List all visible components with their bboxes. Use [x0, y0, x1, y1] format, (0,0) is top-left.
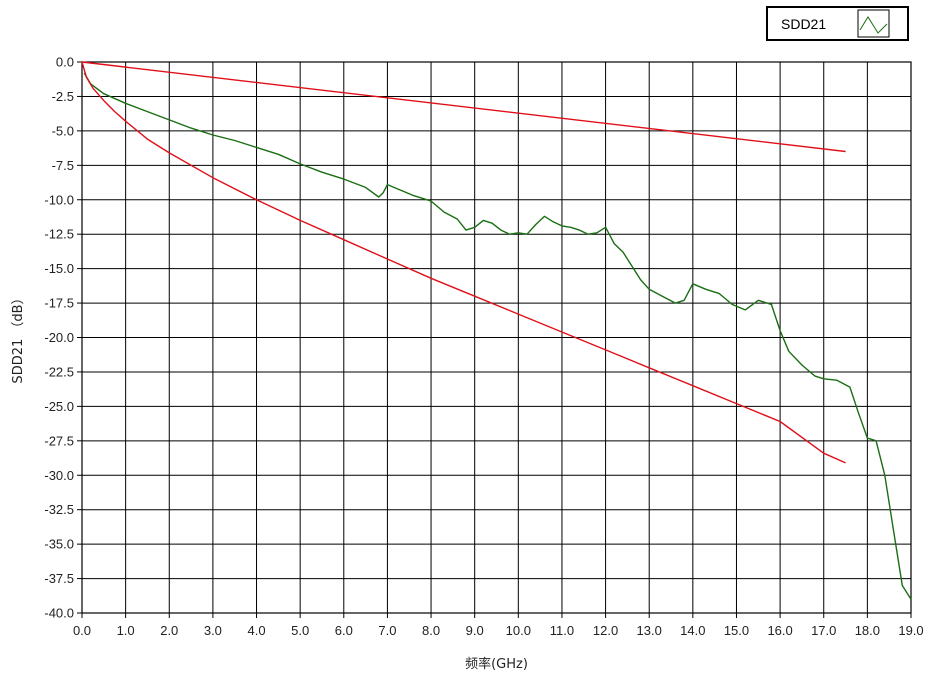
x-tick-label: 16.0	[767, 623, 792, 638]
x-tick-label: 18.0	[855, 623, 880, 638]
y-tick-label: -35.0	[44, 537, 74, 552]
legend-line-sample	[859, 16, 888, 34]
x-tick-label: 13.0	[637, 623, 662, 638]
x-tick-label: 4.0	[247, 623, 265, 638]
x-tick-label: 8.0	[422, 623, 440, 638]
series-lines	[81, 61, 912, 600]
x-tick-label: 14.0	[680, 623, 705, 638]
limit-line-1	[81, 61, 846, 153]
y-tick-label: -20.0	[44, 330, 74, 345]
y-tick-label: -17.5	[44, 296, 74, 311]
y-tick-label: -32.5	[44, 502, 74, 517]
legend-swatch-sdd21	[857, 9, 890, 38]
x-tick-label: 11.0	[550, 623, 574, 638]
x-axis-title: 频率(GHz)	[465, 656, 528, 672]
y-tick-label: -22.5	[44, 364, 74, 379]
y-tick-label: -30.0	[44, 468, 74, 483]
y-tick-label: -40.0	[44, 606, 74, 621]
x-tick-label: 17.0	[811, 623, 836, 638]
series-line-sdd21	[83, 72, 912, 600]
y-tick-label: 0.0	[56, 55, 74, 70]
y-tick-label: -2.5	[52, 89, 74, 104]
x-tick-label: 6.0	[335, 623, 353, 638]
y-tick-label: -15.0	[44, 261, 74, 276]
limit-line-2	[81, 61, 846, 464]
x-tick-label: 15.0	[724, 623, 749, 638]
y-tick-label: -27.5	[44, 433, 74, 448]
grid	[81, 61, 912, 614]
x-tick-label: 0.0	[73, 623, 91, 638]
y-tick-label: -37.5	[44, 571, 74, 586]
x-tick-label: 1.0	[117, 623, 135, 638]
y-tick-label: -10.0	[44, 192, 74, 207]
x-tick-label: 5.0	[291, 623, 309, 638]
x-tick-label: 12.0	[593, 623, 618, 638]
x-tick-label: 9.0	[466, 623, 484, 638]
x-tick-label: 7.0	[378, 623, 396, 638]
y-tick-label: -5.0	[52, 123, 74, 138]
y-axis-title: SDD21 （dB）	[11, 291, 26, 383]
axis-ticks: 0.0 1.0 2.0 3.0 4.0 5.0 6.0 7.0 8.0 9.0 10.0 11.0 12…	[44, 55, 923, 639]
x-tick-label: 3.0	[204, 623, 222, 638]
x-tick-label: 19.0	[898, 623, 923, 638]
x-tick-label: 10.0	[506, 623, 531, 638]
y-tick-label: -7.5	[52, 158, 74, 173]
x-tick-label: 2.0	[160, 623, 178, 638]
legend: SDD21	[766, 6, 909, 41]
legend-label-sdd21: SDD21	[781, 16, 826, 32]
y-tick-label: -12.5	[44, 227, 74, 242]
y-tick-label: -25.0	[44, 399, 74, 414]
